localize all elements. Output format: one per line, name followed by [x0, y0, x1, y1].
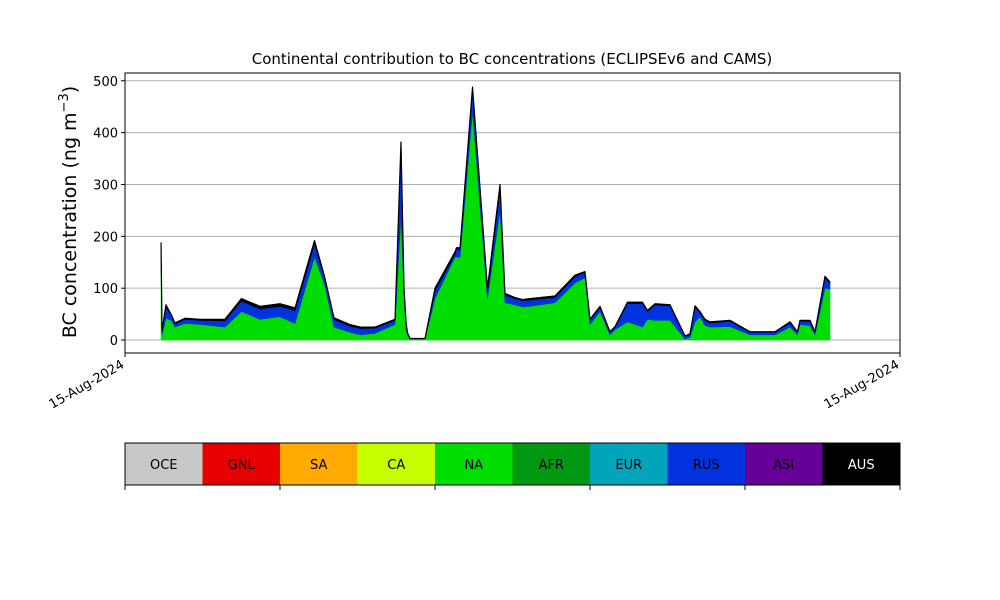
- legend-swatch-rus: [667, 443, 746, 485]
- legend-swatch-sa: [280, 443, 358, 485]
- y-tick-label-0: 0: [110, 334, 118, 349]
- legend-swatch-asi: [745, 443, 823, 485]
- legend-swatch-ca: [357, 443, 436, 485]
- plot-frame: [124, 72, 901, 354]
- y-axis-ticks: 0 100 200 300 400 500: [93, 75, 125, 349]
- legend-swatch-aus: [822, 443, 901, 485]
- y-tick-label-200: 200: [93, 230, 118, 245]
- legend-swatch-oce: [125, 443, 203, 485]
- legend-label-na: NA: [464, 458, 483, 473]
- y-axis-label-superscript: −3: [57, 93, 72, 112]
- legend-swatch-afr: [512, 443, 591, 485]
- y-tick-label-100: 100: [93, 282, 118, 297]
- legend-frame: [124, 442, 901, 486]
- y-axis-label: BC concentration (ng m−3): [57, 86, 81, 338]
- y-axis-label-main: BC concentration (ng m: [59, 112, 81, 338]
- legend-label-eur: EUR: [615, 458, 642, 473]
- legend-label-rus: RUS: [693, 458, 720, 473]
- y-axis-label-close: ): [59, 86, 81, 93]
- legend-label-asi: ASI: [773, 458, 794, 473]
- colorbar-legend: OCE GNL SA CA NA AFR EUR RUS ASI AUS: [124, 442, 901, 490]
- legend-swatch-eur: [590, 443, 668, 485]
- y-tick-label-400: 400: [93, 127, 118, 142]
- legend-swatch-gnl: [202, 443, 281, 485]
- y-tick-label-500: 500: [93, 75, 118, 90]
- legend-swatch-na: [435, 443, 513, 485]
- legend-label-sa: SA: [310, 458, 327, 473]
- legend-label-afr: AFR: [539, 458, 564, 473]
- y-tick-label-300: 300: [93, 178, 118, 193]
- legend-label-oce: OCE: [150, 458, 178, 473]
- legend-label-aus: AUS: [848, 458, 875, 473]
- total-outline-line: [160, 86, 831, 340]
- legend-label-gnl: GNL: [228, 458, 256, 473]
- chart-title: Continental contribution to BC concentra…: [252, 50, 773, 68]
- legend-label-ca: CA: [387, 458, 405, 473]
- stacked-area-series: [160, 86, 831, 341]
